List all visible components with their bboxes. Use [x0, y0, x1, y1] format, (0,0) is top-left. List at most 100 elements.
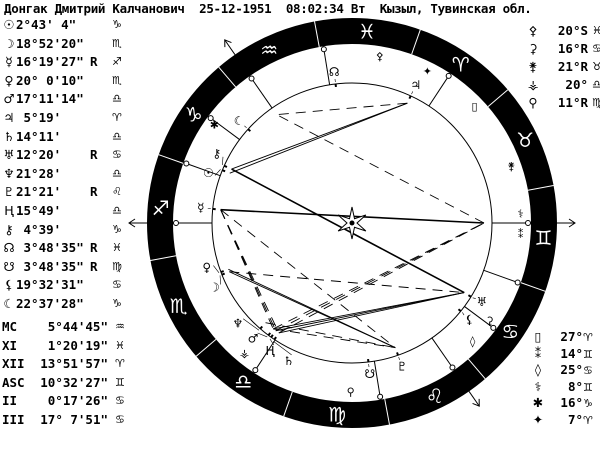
birth-date: 25-12-1951: [199, 1, 272, 16]
aspect-line: [220, 209, 277, 331]
planet-row: ♇21°21' R ♌: [2, 183, 121, 202]
aspect-line: [229, 102, 408, 174]
aspect-line: [231, 168, 465, 294]
zodiac-sign-icon: ♋: [112, 148, 122, 162]
point-row: ▯ 27°♈: [531, 329, 593, 346]
point-glyph-icon: ◊: [534, 362, 542, 378]
house-cusp-marker: [320, 46, 327, 53]
planet-glyph-icon: ♃: [3, 109, 15, 125]
house-cusp-line: [207, 115, 240, 140]
house-position: 10°32'27": [40, 374, 108, 390]
zodiac-sign-icon: ♑: [583, 397, 593, 411]
zodiac-sign-icon: ♎: [112, 92, 122, 106]
house-label: XI: [2, 337, 18, 353]
planet-tick: [259, 325, 263, 330]
planet-glyph-icon: ♅: [3, 147, 15, 163]
wheel-planet-10-icon: Ⱨ: [266, 344, 276, 358]
planet-tick: [408, 95, 412, 100]
wheel-point-4-icon: ⚲: [347, 385, 355, 398]
person-name: Донгак Дмитрий Калчанович: [4, 1, 185, 16]
zodiac-sign-icon: ♏: [112, 36, 122, 50]
zodiac-sign-2-icon: ♊: [534, 226, 552, 250]
aspect-line: [229, 271, 465, 294]
zodiac-sign-icon: ♓: [115, 338, 125, 352]
house-row: XI 1°20'19" ♓: [2, 337, 125, 356]
wheel-planet-0-icon: ☉: [203, 166, 214, 180]
point-glyph-icon: ⚳: [528, 41, 538, 56]
planet-position: 18°52'20": [16, 35, 84, 51]
planet-tick: [270, 334, 274, 338]
planet-row: ♄14°11' ♎: [2, 128, 121, 147]
planet-glyph-icon: ⚷: [4, 221, 14, 237]
point-position: 25°: [560, 362, 583, 378]
center-dot: [349, 220, 355, 226]
point-glyph-icon: ⚕: [534, 378, 542, 394]
house-label: MC: [2, 319, 18, 334]
planet-leader-line: [214, 169, 221, 176]
planet-tick: [457, 308, 462, 312]
retrograde-flag: R: [90, 54, 98, 70]
retrograde-flag: R: [90, 147, 98, 163]
point-row: ⚳ 16°R ♋: [526, 40, 600, 58]
point-position: 7°: [567, 411, 583, 427]
point-glyph-icon: ⚶: [527, 77, 539, 92]
point-row: ✦ 7°♈: [531, 412, 593, 429]
zodiac-sign-icon: ♑: [112, 296, 122, 310]
planet-row: ☋ 3°48'35" R ♍: [2, 258, 121, 277]
planet-position: 21°28': [16, 165, 62, 181]
planet-row: ⚸ 19°32'31" ♋: [2, 276, 121, 295]
zodiac-sign-1-icon: ♉: [516, 128, 534, 152]
planet-row: ☽18°52'20" ♏: [2, 35, 121, 54]
planet-row: ♅12°20' R ♋: [2, 146, 121, 165]
house-label: III: [2, 411, 25, 427]
planet-row: ☾22°37'28" ♑: [2, 295, 121, 314]
house-label: II: [2, 393, 18, 409]
aspect-line: [278, 292, 465, 334]
wheel-point-6-icon: ⁑: [518, 228, 524, 241]
sign-divider: [283, 391, 293, 417]
house-cusp-line: [249, 75, 273, 109]
zodiac-sign-icon: ♌: [112, 185, 122, 199]
aspect-line: [273, 328, 396, 349]
wheel-point-1-icon: ⚳: [486, 315, 494, 328]
ic-axis-arrow-icon: [472, 398, 480, 407]
planet-leader-line: [244, 125, 247, 129]
planet-position: 14°11': [16, 128, 62, 144]
retrograde-flag: R: [90, 240, 98, 256]
planet-position: 20° 0'10": [16, 72, 84, 88]
house-cusp-marker: [490, 324, 497, 331]
zodiac-sign-icon: ♈: [112, 110, 122, 124]
planet-tick: [221, 169, 226, 173]
zodiac-sign-icon: ♋: [592, 42, 600, 55]
planet-leader-line: [398, 357, 400, 361]
house-cusp-marker: [173, 220, 179, 226]
wheel-planet-3-icon: ♀: [202, 261, 211, 275]
wheel-planet-14-icon: ⚸: [465, 312, 474, 326]
planet-tick: [467, 294, 472, 298]
zodiac-sign-icon: ♏: [112, 73, 122, 87]
asteroid-positions-table: ⚴ 20°S ♓ ⚳ 16°R ♋ ⚵ 21°R ♉ ⚶ 20° ♎ ⚲ 11°R ♍: [526, 22, 600, 112]
house-position: 17° 7'51": [40, 411, 108, 427]
planet-row: Ⱨ 15°49' ♎: [2, 202, 122, 221]
points-positions-table: ▯ 27°♈ ⁑ 14°♊ ◊ 25°♋ ⚕ 8°♊ ✱ 16°♑ ✦ 7°♈: [531, 329, 593, 429]
sign-divider: [150, 255, 177, 261]
zodiac-sign-icon: ♋: [115, 412, 125, 426]
house-cusp-line: [464, 306, 497, 331]
point-position: 20°S: [557, 23, 588, 38]
wheel-planet-11-icon: ⚷: [212, 147, 221, 161]
zodiac-sign-3-icon: ♋: [501, 320, 519, 344]
wheel-planet-12-icon: ☊: [329, 65, 340, 79]
sign-divider: [195, 338, 217, 357]
zodiac-sign-icon: ♓: [112, 241, 122, 255]
house-cusp-line: [183, 162, 221, 177]
point-glyph-icon: ⚲: [528, 95, 538, 110]
zodiac-sign-9-icon: ♑: [185, 102, 203, 126]
house-position: 0°17'26": [47, 393, 108, 409]
planet-tick: [247, 128, 251, 132]
point-position: 14°: [560, 345, 583, 361]
house-cusp-marker: [377, 393, 384, 400]
point-glyph-icon: ▯: [534, 329, 542, 344]
zodiac-sign-icon: ♑: [112, 222, 122, 236]
house-cusp-line: [373, 361, 382, 400]
point-glyph-icon: ⁑: [534, 345, 542, 361]
